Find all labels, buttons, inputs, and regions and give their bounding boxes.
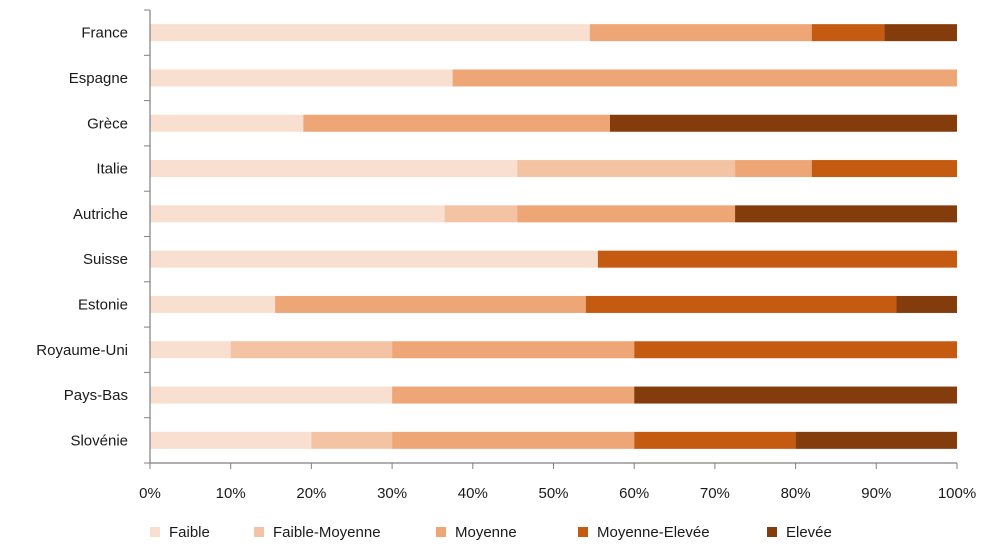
bar-grece-elevee <box>610 115 957 132</box>
bar-grece-faible <box>150 115 303 132</box>
x-tick-label: 20% <box>296 485 326 502</box>
x-tick-label: 60% <box>619 485 649 502</box>
bar-italie-faible-moyenne <box>517 160 735 177</box>
bar-royaume-uni-moyenne-elevee <box>634 341 957 358</box>
legend-label-faible-moyenne: Faible-Moyenne <box>273 524 381 541</box>
bar-suisse-faible <box>150 251 598 268</box>
bar-autriche-faible <box>150 205 445 222</box>
bar-estonie-moyenne <box>275 296 586 313</box>
category-label: Estonie <box>78 296 128 313</box>
bar-estonie-elevee <box>896 296 957 313</box>
bar-espagne-faible <box>150 69 453 86</box>
bar-estonie-moyenne-elevee <box>586 296 897 313</box>
bar-italie-faible <box>150 160 517 177</box>
category-label: Espagne <box>69 70 128 87</box>
legend-swatch-faible-moyenne <box>254 527 264 537</box>
bar-slovenie-faible-moyenne <box>311 432 392 449</box>
category-label: Slovénie <box>70 432 128 449</box>
bar-royaume-uni-faible-moyenne <box>231 341 392 358</box>
category-label: Pays-Bas <box>64 387 128 404</box>
category-label: Suisse <box>83 251 128 268</box>
bar-autriche-faible-moyenne <box>445 205 518 222</box>
bar-pays-bas-elevee <box>634 387 957 404</box>
legend-swatch-elevee <box>767 527 777 537</box>
legend-label-elevee: Elevée <box>786 524 832 541</box>
legend-label-faible: Faible <box>169 524 210 541</box>
x-tick-label: 30% <box>377 485 407 502</box>
bar-italie-moyenne <box>735 160 812 177</box>
category-label: Italie <box>96 161 128 178</box>
bar-italie-moyenne-elevee <box>812 160 957 177</box>
bar-estonie-faible <box>150 296 275 313</box>
legend-label-moyenne-elevee: Moyenne-Elevée <box>597 524 710 541</box>
bar-suisse-moyenne-elevee <box>598 251 957 268</box>
category-label: Royaume-Uni <box>36 342 128 359</box>
legend-swatch-faible <box>150 527 160 537</box>
x-tick-label: 0% <box>139 485 161 502</box>
x-tick-label: 90% <box>861 485 891 502</box>
x-tick-label: 50% <box>538 485 568 502</box>
legend-swatch-moyenne-elevee <box>578 527 588 537</box>
bar-france-moyenne <box>590 24 812 41</box>
x-tick-label: 80% <box>781 485 811 502</box>
x-tick-label: 40% <box>458 485 488 502</box>
bar-pays-bas-moyenne <box>392 387 634 404</box>
bar-royaume-uni-moyenne <box>392 341 634 358</box>
bar-france-moyenne-elevee <box>812 24 885 41</box>
bar-grece-moyenne <box>303 115 610 132</box>
x-tick-label: 10% <box>216 485 246 502</box>
category-label: Grèce <box>87 115 128 132</box>
bar-royaume-uni-faible <box>150 341 231 358</box>
x-tick-label: 70% <box>700 485 730 502</box>
category-label: France <box>81 25 128 42</box>
bar-france-faible <box>150 24 590 41</box>
bar-autriche-elevee <box>735 205 957 222</box>
bar-slovenie-elevee <box>796 432 957 449</box>
bar-slovenie-moyenne <box>392 432 634 449</box>
bar-pays-bas-faible <box>150 387 392 404</box>
category-label: Autriche <box>73 206 128 223</box>
bar-slovenie-moyenne-elevee <box>634 432 795 449</box>
x-tick-label: 100% <box>938 485 976 502</box>
legend-swatch-moyenne <box>436 527 446 537</box>
bar-slovenie-faible <box>150 432 311 449</box>
bar-espagne-moyenne <box>453 69 957 86</box>
bar-autriche-moyenne <box>517 205 735 222</box>
legend-label-moyenne: Moyenne <box>455 524 517 541</box>
bar-france-elevee <box>884 24 957 41</box>
